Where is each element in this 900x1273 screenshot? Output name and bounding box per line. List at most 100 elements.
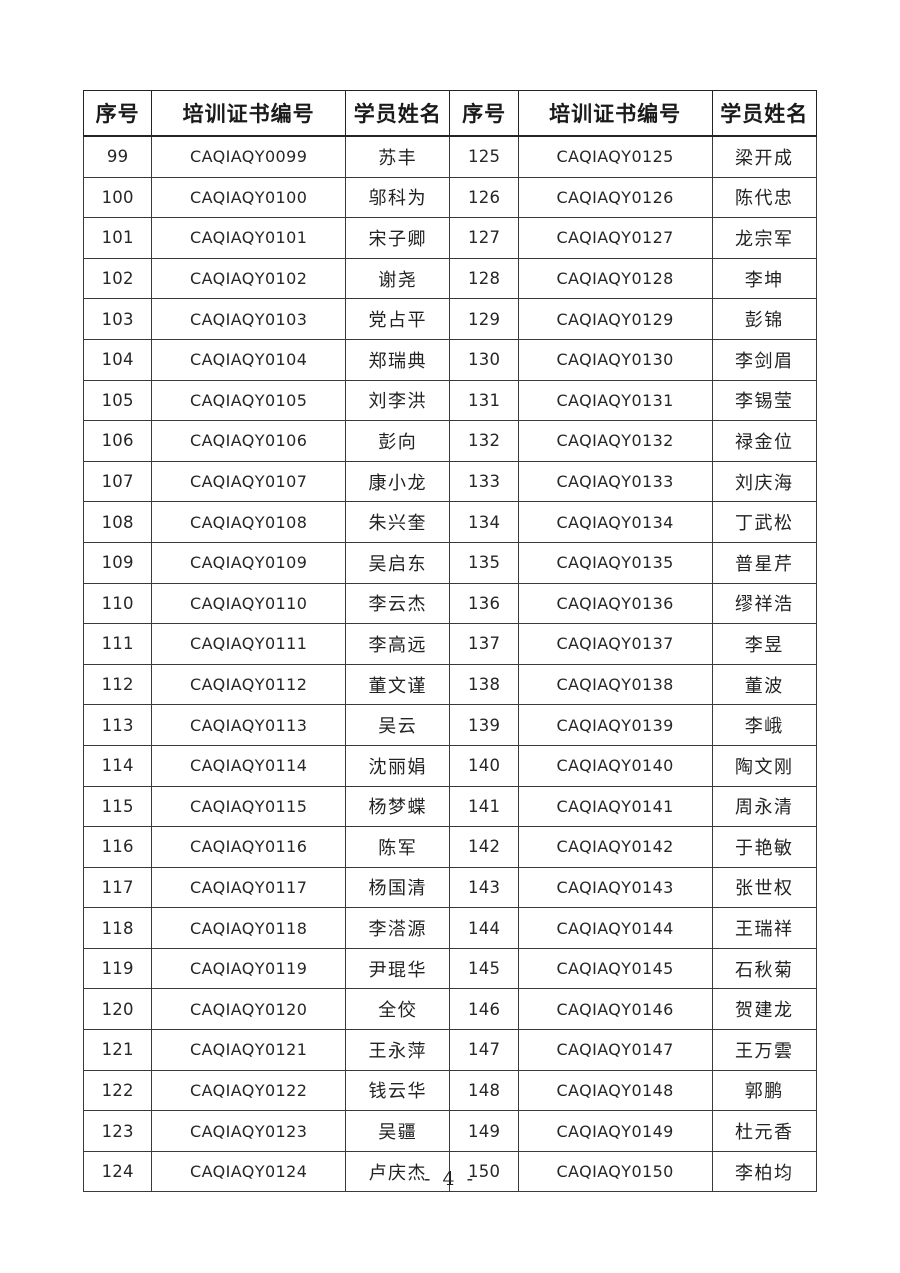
cell-cert-left: CAQIAQY0104 — [151, 338, 347, 381]
cell-name-right: 杜元香 — [711, 1110, 818, 1152]
cell-seq-right: 138 — [449, 663, 519, 706]
cell-cert-right: CAQIAQY0129 — [517, 298, 713, 340]
cell-seq-left: 105 — [82, 379, 153, 422]
cell-name-left: 郑瑞典 — [345, 338, 451, 381]
cell-name-right: 梁开成 — [711, 135, 818, 178]
column-header-name-right: 学员姓名 — [711, 90, 818, 137]
table-row: 121 CAQIAQY0121 王永萍 147 CAQIAQY0147 王万雲 — [82, 1029, 818, 1071]
table-row: 119 CAQIAQY0119 尹琨华 145 CAQIAQY0145 石秋菊 — [82, 947, 818, 990]
cell-name-right: 王瑞祥 — [711, 907, 818, 949]
cell-cert-right: CAQIAQY0138 — [517, 663, 713, 706]
cell-seq-left: 106 — [82, 420, 153, 462]
cell-seq-right: 132 — [449, 420, 519, 462]
cell-seq-right: 139 — [449, 704, 519, 746]
cell-seq-right: 145 — [449, 947, 519, 990]
table-row: 112 CAQIAQY0112 董文谨 138 CAQIAQY0138 董波 — [82, 663, 818, 706]
table-row: 111 CAQIAQY0111 李高远 137 CAQIAQY0137 李昱 — [82, 623, 818, 665]
cell-cert-left: CAQIAQY0099 — [151, 135, 347, 178]
cell-cert-left: CAQIAQY0115 — [151, 785, 347, 828]
cell-name-left: 吴启东 — [345, 541, 451, 584]
cell-cert-left: CAQIAQY0100 — [151, 176, 347, 219]
cell-name-left: 王永萍 — [345, 1029, 451, 1071]
table-header-row: 序号 培训证书编号 学员姓名 序号 培训证书编号 学员姓名 — [82, 90, 818, 137]
cell-name-left: 杨梦蝶 — [345, 785, 451, 828]
cell-name-right: 缪祥浩 — [711, 582, 818, 625]
cell-name-left: 董文谨 — [345, 663, 451, 706]
cell-cert-left: CAQIAQY0123 — [151, 1110, 347, 1152]
table-body: 99 CAQIAQY0099 苏丰 125 CAQIAQY0125 梁开成 100 CAQIA… — [82, 135, 818, 1193]
cell-name-right: 李锡莹 — [711, 379, 818, 422]
table-row: 123 CAQIAQY0123 吴疆 149 CAQIAQY0149 杜元香 — [82, 1110, 818, 1152]
table-row: 101 CAQIAQY0101 宋子卿 127 CAQIAQY0127 龙宗军 — [82, 217, 818, 259]
cell-cert-left: CAQIAQY0106 — [151, 420, 347, 462]
cell-cert-left: CAQIAQY0119 — [151, 947, 347, 990]
cell-seq-left: 104 — [82, 338, 153, 381]
cell-name-right: 石秋菊 — [711, 947, 818, 990]
table-row: 116 CAQIAQY0116 陈军 142 CAQIAQY0142 于艳敏 — [82, 826, 818, 868]
cell-seq-right: 126 — [449, 176, 519, 219]
table-row: 124 CAQIAQY0124 卢庆杰 150 CAQIAQY0150 李柏均 — [82, 1150, 818, 1193]
table-row: 102 CAQIAQY0102 谢尧 128 CAQIAQY0128 李坤 — [82, 257, 818, 300]
cell-cert-right: CAQIAQY0135 — [517, 541, 713, 584]
cell-name-right: 王万雲 — [711, 1029, 818, 1071]
cell-seq-right: 141 — [449, 785, 519, 828]
cell-seq-left: 101 — [82, 217, 153, 259]
cell-cert-right: CAQIAQY0147 — [517, 1029, 713, 1071]
cell-cert-left: CAQIAQY0107 — [151, 460, 347, 503]
cell-name-left: 康小龙 — [345, 460, 451, 503]
table-row: 109 CAQIAQY0109 吴启东 135 CAQIAQY0135 普星芹 — [82, 541, 818, 584]
cell-seq-left: 117 — [82, 866, 153, 909]
cell-cert-right: CAQIAQY0144 — [517, 907, 713, 949]
cell-name-left: 钱云华 — [345, 1069, 451, 1112]
table-row: 110 CAQIAQY0110 李云杰 136 CAQIAQY0136 缪祥浩 — [82, 582, 818, 625]
cell-seq-left: 108 — [82, 501, 153, 543]
table-row: 105 CAQIAQY0105 刘李洪 131 CAQIAQY0131 李锡莹 — [82, 379, 818, 422]
table-row: 103 CAQIAQY0103 党占平 129 CAQIAQY0129 彭锦 — [82, 298, 818, 340]
cell-seq-left: 103 — [82, 298, 153, 340]
cell-seq-right: 136 — [449, 582, 519, 625]
cell-seq-left: 99 — [82, 135, 153, 178]
cell-name-right: 李峨 — [711, 704, 818, 746]
table-row: 108 CAQIAQY0108 朱兴奎 134 CAQIAQY0134 丁武松 — [82, 501, 818, 543]
cell-seq-left: 113 — [82, 704, 153, 746]
cell-cert-right: CAQIAQY0137 — [517, 623, 713, 665]
cell-name-right: 龙宗军 — [711, 217, 818, 259]
cell-name-left: 陈军 — [345, 826, 451, 868]
table-row: 117 CAQIAQY0117 杨国清 143 CAQIAQY0143 张世权 — [82, 866, 818, 909]
cell-name-right: 陶文刚 — [711, 744, 818, 787]
cell-cert-left: CAQIAQY0117 — [151, 866, 347, 909]
cell-name-left: 李云杰 — [345, 582, 451, 625]
cell-seq-left: 112 — [82, 663, 153, 706]
cell-name-right: 丁武松 — [711, 501, 818, 543]
cell-cert-left: CAQIAQY0101 — [151, 217, 347, 259]
cell-name-left: 杨国清 — [345, 866, 451, 909]
table-header: 序号 培训证书编号 学员姓名 序号 培训证书编号 学员姓名 — [82, 90, 818, 137]
cell-seq-right: 129 — [449, 298, 519, 340]
cell-seq-right: 140 — [449, 744, 519, 787]
cell-name-left: 尹琨华 — [345, 947, 451, 990]
cell-cert-left: CAQIAQY0102 — [151, 257, 347, 300]
cell-cert-left: CAQIAQY0122 — [151, 1069, 347, 1112]
cell-cert-left: CAQIAQY0108 — [151, 501, 347, 543]
cell-seq-right: 137 — [449, 623, 519, 665]
column-header-name-left: 学员姓名 — [345, 90, 451, 137]
cell-cert-left: CAQIAQY0105 — [151, 379, 347, 422]
column-header-cert-right: 培训证书编号 — [517, 90, 713, 137]
cell-seq-left: 118 — [82, 907, 153, 949]
cell-cert-right: CAQIAQY0127 — [517, 217, 713, 259]
cell-cert-right: CAQIAQY0142 — [517, 826, 713, 868]
cell-name-left: 苏丰 — [345, 135, 451, 178]
cell-cert-right: CAQIAQY0140 — [517, 744, 713, 787]
cell-seq-left: 111 — [82, 623, 153, 665]
cell-seq-right: 127 — [449, 217, 519, 259]
cell-name-right: 普星芹 — [711, 541, 818, 584]
cell-seq-right: 144 — [449, 907, 519, 949]
table-row: 114 CAQIAQY0114 沈丽娟 140 CAQIAQY0140 陶文刚 — [82, 744, 818, 787]
cell-seq-left: 121 — [82, 1029, 153, 1071]
cell-cert-right: CAQIAQY0130 — [517, 338, 713, 381]
cell-name-left: 刘李洪 — [345, 379, 451, 422]
cell-cert-left: CAQIAQY0110 — [151, 582, 347, 625]
cell-cert-right: CAQIAQY0145 — [517, 947, 713, 990]
cell-cert-left: CAQIAQY0118 — [151, 907, 347, 949]
cell-name-right: 刘庆海 — [711, 460, 818, 503]
